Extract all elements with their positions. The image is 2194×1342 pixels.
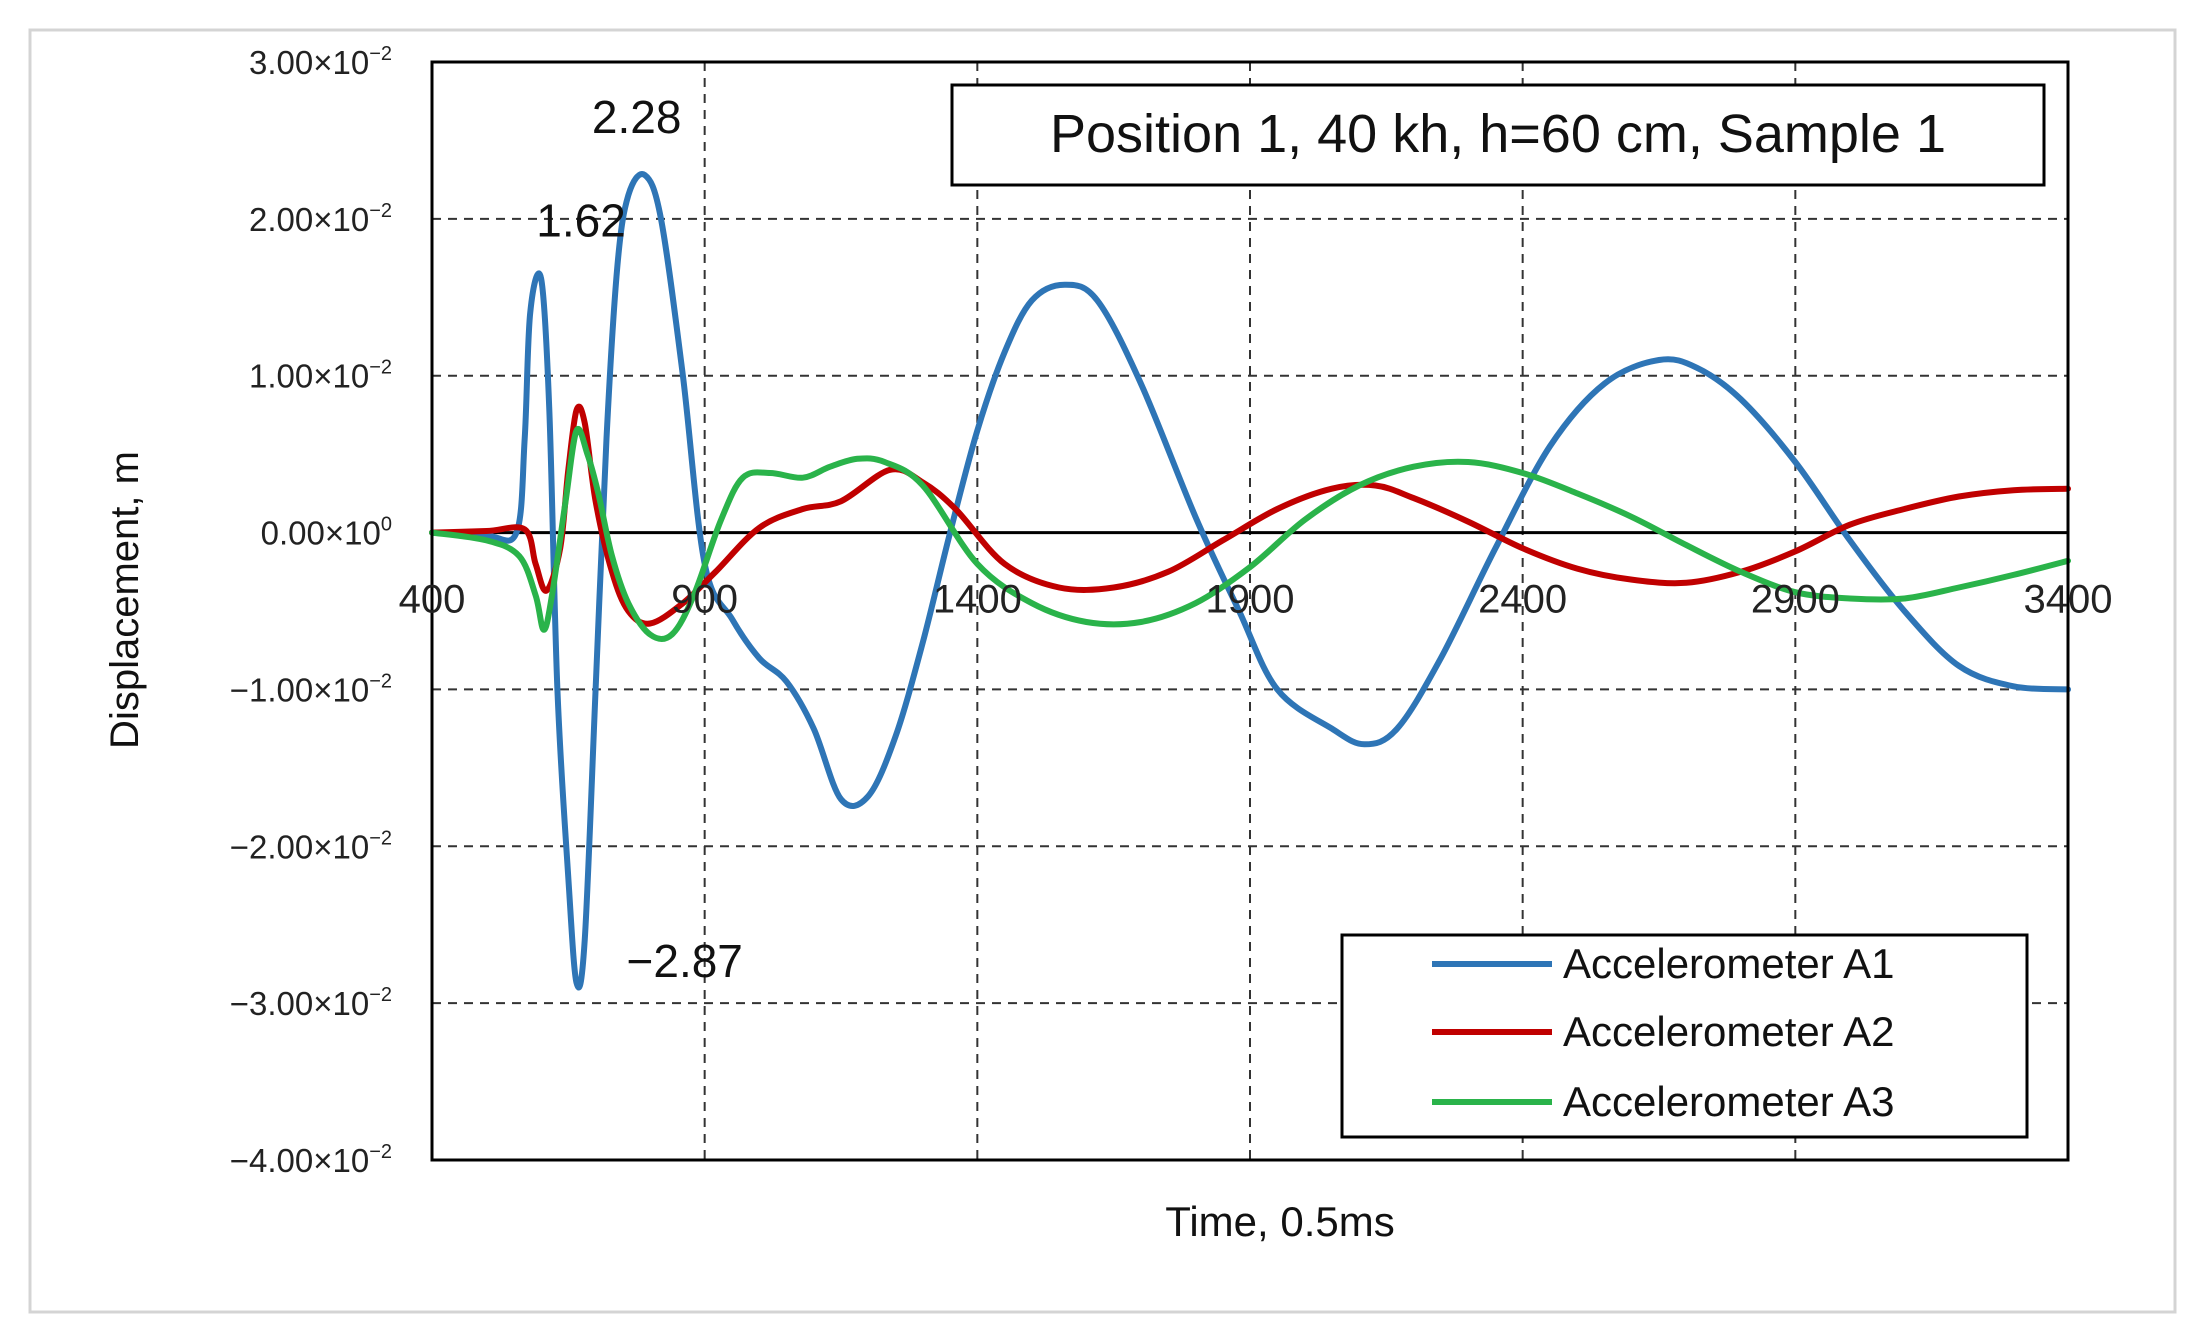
x-tick-label: 3400 (2024, 578, 2113, 622)
series-line-1 (429, 171, 2071, 991)
x-tick-label: 2400 (1478, 578, 1567, 622)
x-axis-label: Time, 0.5ms (1165, 1198, 1394, 1245)
y-tick-label: 0.00×100 (261, 514, 392, 552)
legend-label-a1: Accelerometer A1 (1563, 940, 1895, 987)
plot-border (430, 60, 2070, 1162)
x-tick-label: 2900 (1751, 578, 1840, 622)
y-tick-label: 2.00×10−2 (249, 200, 392, 238)
y-axis-label: Displacement, m (103, 451, 147, 749)
x-tick-label: 400 (399, 578, 466, 622)
x-tick-label: 900 (671, 578, 738, 622)
peak-annotation: −2.87 (627, 935, 743, 987)
y-tick-label: 3.00×10−2 (249, 43, 392, 81)
y-tick-label: −3.00×10−2 (230, 984, 392, 1022)
peak-annotation: 1.62 (536, 194, 626, 246)
chart-title: Position 1, 40 kh, h=60 cm, Sample 1 (1050, 104, 1946, 164)
y-tick-label: −4.00×10−2 (230, 1141, 392, 1179)
legend-label-a3: Accelerometer A3 (1563, 1078, 1895, 1125)
legend-label-a2: Accelerometer A2 (1563, 1008, 1895, 1055)
y-tick-label: 1.00×10−2 (249, 357, 392, 395)
series-lines (429, 171, 2071, 991)
peak-annotation: 2.28 (592, 91, 682, 143)
series-line-2 (429, 403, 2071, 627)
y-tick-label: −1.00×10−2 (230, 670, 392, 708)
peak-annotations: 1.62 2.28 −2.87 (536, 91, 743, 987)
x-tick-labels: 400 900 1400 1900 2400 2900 3400 (399, 578, 2113, 622)
x-tick-label: 1400 (933, 578, 1022, 622)
y-tick-label: −2.00×10−2 (230, 827, 392, 865)
x-tick-label: 1900 (1206, 578, 1295, 622)
series-line-3 (429, 425, 2071, 642)
chart-title-box (950, 83, 2046, 187)
y-tick-labels: 3.00×10−2 2.00×10−2 1.00×10−2 0.00×100 −1.00… (230, 43, 392, 1179)
